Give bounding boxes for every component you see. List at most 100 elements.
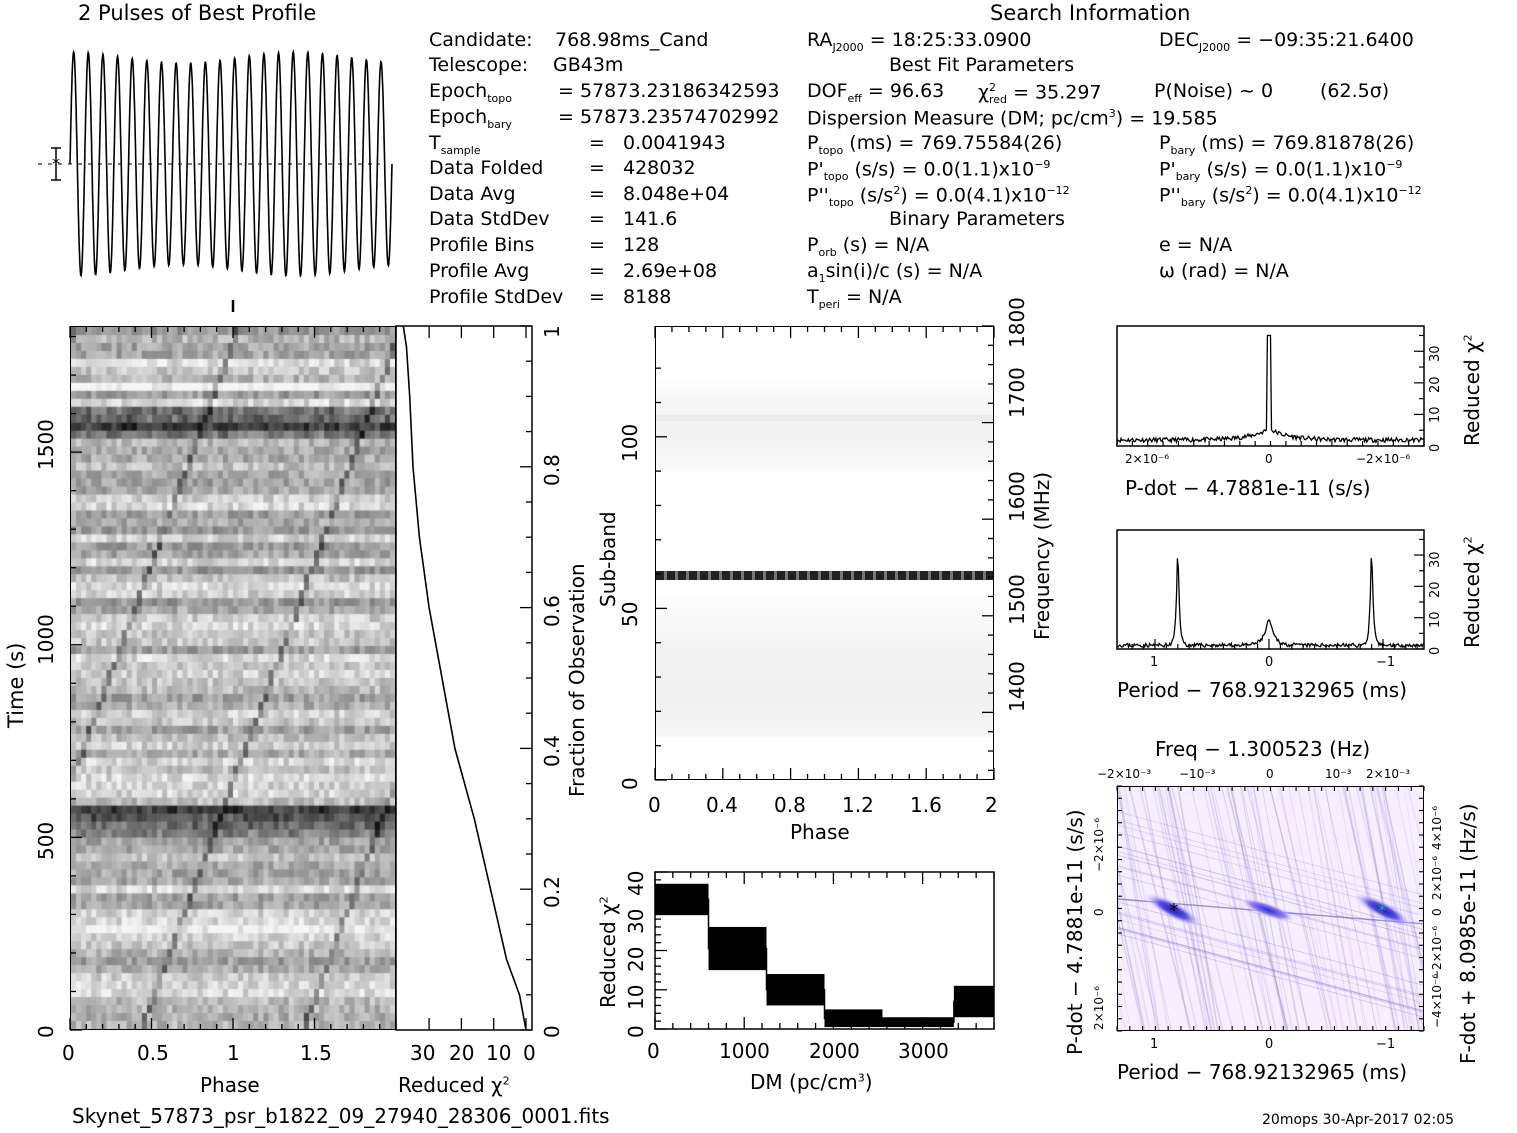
svg-text:*: * <box>1170 900 1179 921</box>
tsample-eq: = <box>589 132 605 154</box>
ppd-streak <box>1123 787 1160 1030</box>
pc-xtick-1: 0 <box>1265 655 1274 670</box>
sb-y2tick-1: 1500 <box>1005 574 1029 625</box>
ppd-y2tick-4: 4×10⁻⁶ <box>1430 805 1444 850</box>
epoch-topo-value: = 57873.23186342593 <box>558 80 780 102</box>
ppd-streak <box>1167 787 1224 1030</box>
ppd-ytick-2: −2×10⁻⁶ <box>1092 817 1106 872</box>
ppd-diag <box>1118 913 1423 998</box>
ppd-streak <box>1118 865 1160 1030</box>
pdot-bary-line: P'bary (s/s) = 0.0(1.1)x10−9 <box>1159 158 1403 184</box>
tp-ytick-1: 500 <box>34 821 58 860</box>
tp-xtick-3: 1.5 <box>300 1041 332 1065</box>
e-line: e = N/A <box>1159 234 1233 256</box>
ppd-streak <box>1306 787 1353 1030</box>
ppd-streak <box>1288 787 1339 1030</box>
data-folded-label: Data Folded <box>429 157 544 179</box>
ppd-streak <box>1297 787 1344 1030</box>
sb-y2tick-3: 1700 <box>1005 367 1029 418</box>
sb-ytick-0: 0 <box>618 777 642 790</box>
ppd-streak <box>1375 787 1423 978</box>
ct-y2tick-5: 1 <box>540 325 564 338</box>
dm-chisq-plot <box>654 871 995 1030</box>
sb-ytick-1: 50 <box>618 601 642 627</box>
data-avg-label: Data Avg <box>429 183 516 205</box>
best-fit-title: Best Fit Parameters <box>889 54 1075 76</box>
binary-title: Binary Parameters <box>889 208 1065 230</box>
ppd-streak <box>1269 787 1329 1030</box>
pc-ytick-3: 30 <box>1428 551 1443 568</box>
ct-y2tick-4: 0.8 <box>540 454 564 486</box>
ct-xlabel: Reduced χ2 <box>398 1073 510 1097</box>
ct-y2tick-1: 0.2 <box>540 876 564 908</box>
ct-y2tick-2: 0.4 <box>540 735 564 767</box>
ppd-streak <box>1394 787 1423 920</box>
pdot-topo-line: P'topo (s/s) = 0.0(1.1)x10−9 <box>807 158 1051 184</box>
pc-xtick-0: 1 <box>1150 655 1159 670</box>
chi-red-line: χ2red = 35.297 <box>978 81 1102 107</box>
data-folded-value: 428032 <box>623 157 696 179</box>
pdot-chisq-line <box>1116 334 1425 445</box>
chisq-time-plot <box>395 325 533 1031</box>
sb-xtick-3: 1.2 <box>842 793 874 817</box>
ppd-ytick-1: 0 <box>1092 908 1106 916</box>
tp-xlabel: Phase <box>200 1073 260 1097</box>
sb-y2tick-0: 1400 <box>1005 661 1029 712</box>
dm-ylabel: Reduced χ2 <box>596 896 620 1008</box>
time-phase-image <box>71 327 395 1029</box>
telescope-label: Telescope: <box>429 54 529 76</box>
ppd-diag <box>1118 911 1423 996</box>
ppd-streak <box>1232 787 1270 1030</box>
tsample-label: Tsample <box>429 132 481 157</box>
ppd-streak <box>1377 787 1423 968</box>
ppd-streak <box>1221 787 1277 1030</box>
ppd-diag <box>1118 933 1423 1018</box>
profile-stddev-eq: = <box>589 286 605 308</box>
ppd-streak <box>1206 787 1264 1030</box>
ct-xtick-0: 30 <box>410 1041 436 1065</box>
dm-xtick-3: 3000 <box>898 1039 949 1063</box>
profile-bins-eq: = <box>589 234 605 256</box>
ppd-y2tick-2: 0 <box>1430 908 1444 916</box>
ppd-streak <box>1118 790 1172 1030</box>
ppd-xtick-2: −1 <box>1376 1037 1396 1052</box>
tp-xtick-1: 0.5 <box>137 1041 169 1065</box>
tp-ytick-0: 0 <box>34 1025 58 1038</box>
epoch-bary-value: = 57873.23574702992 <box>558 106 780 128</box>
dm-ytick-4: 40 <box>624 870 648 896</box>
ppd-streak <box>1118 902 1146 1030</box>
dm-xtick-1: 1000 <box>719 1039 770 1063</box>
sb-xtick-4: 1.6 <box>910 793 942 817</box>
data-stddev-eq: = <box>589 208 605 230</box>
ppd-streak <box>1230 787 1277 1030</box>
ppd-streak <box>1190 787 1247 1030</box>
ct-xtick-2: 10 <box>486 1041 512 1065</box>
pd-xtick-2: −2×10⁻⁶ <box>1356 452 1411 466</box>
pbary-line: Pbary (ms) = 769.81878(26) <box>1159 132 1415 157</box>
ppd-streak <box>1118 960 1132 1030</box>
ppd-top-label: Freq − 1.300523 (Hz) <box>1155 737 1371 761</box>
data-stddev-value: 141.6 <box>623 208 678 230</box>
pddot-topo-line: P''topo (s/s2) = 0.0(4.1)x10−12 <box>807 184 1070 210</box>
dof-line: DOFeff = 96.63 <box>807 80 945 105</box>
ppd-ylabel: P-dot − 4.7881e-11 (s/s) <box>1063 809 1087 1055</box>
sigma-line: (62.5σ) <box>1320 80 1390 102</box>
tp-ytick-3: 1500 <box>34 419 58 470</box>
ppd-streak <box>1277 787 1339 1030</box>
ppd-y2tick-1: −2×10⁻⁶ <box>1430 925 1444 980</box>
dm-ytick-2: 20 <box>624 946 648 972</box>
sb-ylabel: Sub-band <box>596 511 620 607</box>
ppd-y2tick-3: 2×10⁻⁶ <box>1430 855 1444 900</box>
pd-ytick-3: 30 <box>1428 345 1443 362</box>
epoch-topo-label: Epochtopo <box>429 80 512 105</box>
dm-xlabel: DM (pc/cm3) <box>750 1070 873 1094</box>
ptopo-line: Ptopo (ms) = 769.75584(26) <box>807 132 1063 157</box>
data-avg-eq: = <box>589 183 605 205</box>
dm-chisq-line <box>655 898 994 1023</box>
period-chisq-plot <box>1116 529 1425 650</box>
ct-y2label: Fraction of Observation <box>565 563 589 797</box>
sb-xtick-2: 0.8 <box>774 793 806 817</box>
ppd-streak <box>1212 787 1273 1030</box>
ppd-diag <box>1118 851 1423 936</box>
ppd-toptick-2: 0 <box>1266 767 1274 781</box>
